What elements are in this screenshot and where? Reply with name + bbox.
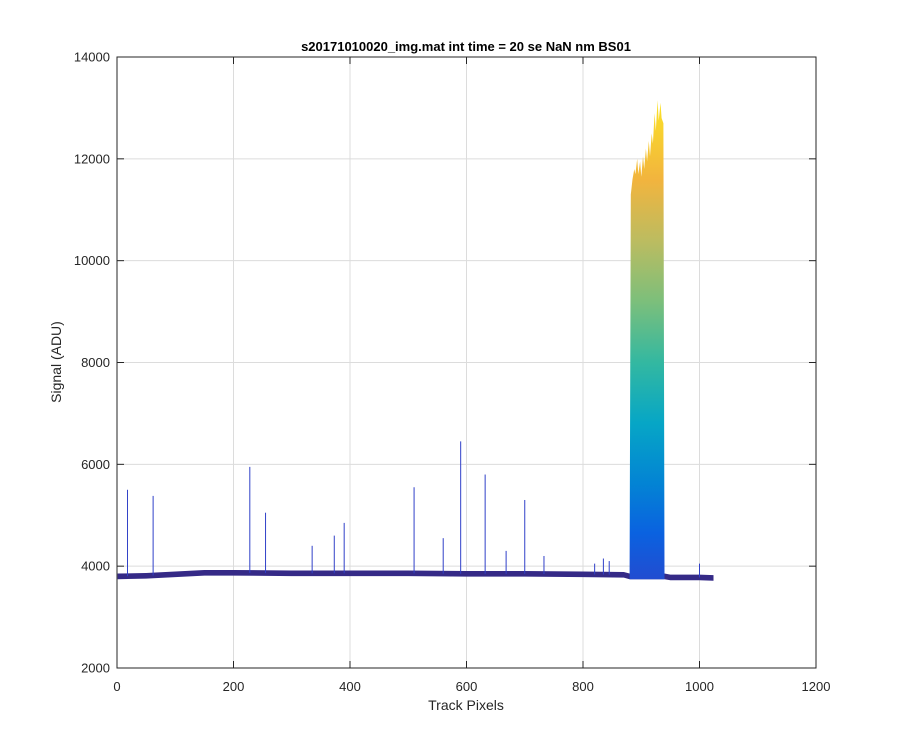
y-tick-label: 8000 (81, 355, 110, 370)
y-tick-label: 10000 (74, 253, 110, 268)
y-axis-label: Signal (ADU) (48, 321, 64, 403)
ticks: 0 200 400 600 800 1000 1200 2000 4000 6000 8000 100… (74, 50, 831, 695)
data-layer (117, 100, 714, 581)
x-tick-label: 200 (223, 679, 245, 694)
y-tick-label: 4000 (81, 559, 110, 574)
y-tick-label: 6000 (81, 457, 110, 472)
y-tick-label: 14000 (74, 50, 110, 65)
x-tick-label: 1000 (685, 679, 714, 694)
x-axis-label: Track Pixels (428, 697, 504, 713)
chart-title: s20171010020_img.mat int time = 20 se Na… (301, 39, 631, 54)
x-tick-label: 800 (572, 679, 594, 694)
x-tick-label: 400 (339, 679, 361, 694)
grid (117, 57, 816, 668)
y-tick-label: 12000 (74, 151, 110, 166)
baseline-band (117, 570, 714, 581)
x-tick-label: 0 (113, 679, 120, 694)
y-tick-label: 2000 (81, 661, 110, 676)
signal-peak (629, 100, 665, 580)
x-tick-label: 600 (456, 679, 478, 694)
x-tick-label: 1200 (802, 679, 831, 694)
